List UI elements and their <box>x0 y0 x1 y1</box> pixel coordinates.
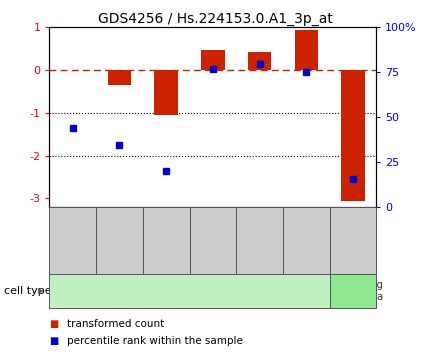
Text: caseous TB granulomas: caseous TB granulomas <box>131 286 248 296</box>
Text: normal lung
parenchyma: normal lung parenchyma <box>322 280 384 302</box>
Text: GSM501250: GSM501250 <box>115 213 124 268</box>
Text: GSM501255: GSM501255 <box>348 213 357 268</box>
Text: ■: ■ <box>49 336 59 346</box>
Text: GSM501252: GSM501252 <box>209 213 217 268</box>
Bar <box>154 69 178 115</box>
Bar <box>341 69 365 201</box>
Text: transformed count: transformed count <box>67 319 164 329</box>
Text: percentile rank within the sample: percentile rank within the sample <box>67 336 243 346</box>
Text: ■: ■ <box>49 319 59 329</box>
Text: GSM501254: GSM501254 <box>302 213 311 268</box>
Text: GSM501251: GSM501251 <box>162 213 171 268</box>
Bar <box>201 50 224 69</box>
Bar <box>248 52 271 69</box>
Bar <box>61 69 84 70</box>
Bar <box>108 69 131 85</box>
Text: GSM501253: GSM501253 <box>255 213 264 268</box>
Text: GSM501249: GSM501249 <box>68 213 77 268</box>
Text: cell type: cell type <box>4 286 52 296</box>
Bar <box>295 30 318 69</box>
Text: GDS4256 / Hs.224153.0.A1_3p_at: GDS4256 / Hs.224153.0.A1_3p_at <box>98 12 332 27</box>
